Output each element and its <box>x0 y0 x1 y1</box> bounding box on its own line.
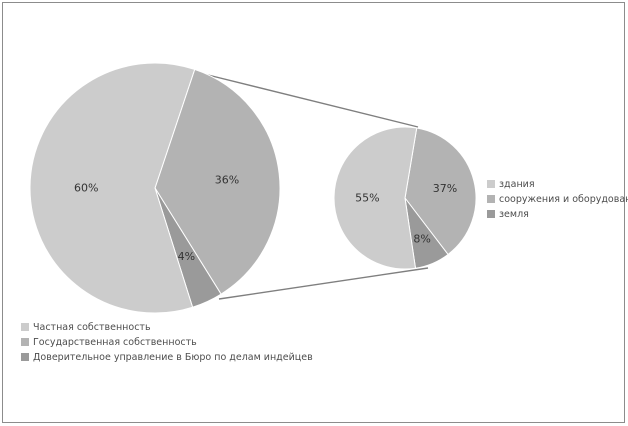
main-data-label-1: 60% <box>74 181 98 194</box>
sub-data-label-1: 55% <box>355 192 379 205</box>
main-legend-swatch-3 <box>21 353 29 361</box>
sub-pie-slice-1 <box>333 126 418 270</box>
main-data-label-2: 36% <box>215 174 239 187</box>
sub-legend-swatch-3 <box>487 210 495 218</box>
main-pie-slice-1 <box>29 62 196 314</box>
sub-legend-label-1: здания <box>499 179 535 190</box>
main-legend-label-2: Государственная собственность <box>33 337 197 348</box>
sub-data-label-3: 8% <box>413 233 430 246</box>
sub-data-label-2: 37% <box>433 182 457 195</box>
connector-lines <box>203 73 429 300</box>
sub-legend-swatch-1 <box>487 180 495 188</box>
secondary-legend: здания сооружения и оборудование земля <box>487 179 628 220</box>
sub-pie-slice-2 <box>404 127 477 256</box>
sub-legend-swatch-2 <box>487 195 495 203</box>
main-legend-label-1: Частная собственность <box>33 322 151 333</box>
main-legend-swatch-1 <box>21 323 29 331</box>
connector-line-top <box>203 73 419 128</box>
sub-legend-label-3: земля <box>499 209 529 220</box>
secondary-pie: 37% 8% 55% <box>333 126 477 270</box>
main-data-label-3: 4% <box>178 250 195 263</box>
main-legend: Частная собственность Государственная соб… <box>21 322 313 363</box>
main-pie: 36% 4% 60% <box>29 62 281 314</box>
main-legend-swatch-2 <box>21 338 29 346</box>
sub-legend-label-2: сооружения и оборудование <box>499 194 628 205</box>
main-legend-label-3: Доверительное управление в Бюро по делам… <box>33 352 313 363</box>
connector-line-bottom <box>218 267 429 300</box>
